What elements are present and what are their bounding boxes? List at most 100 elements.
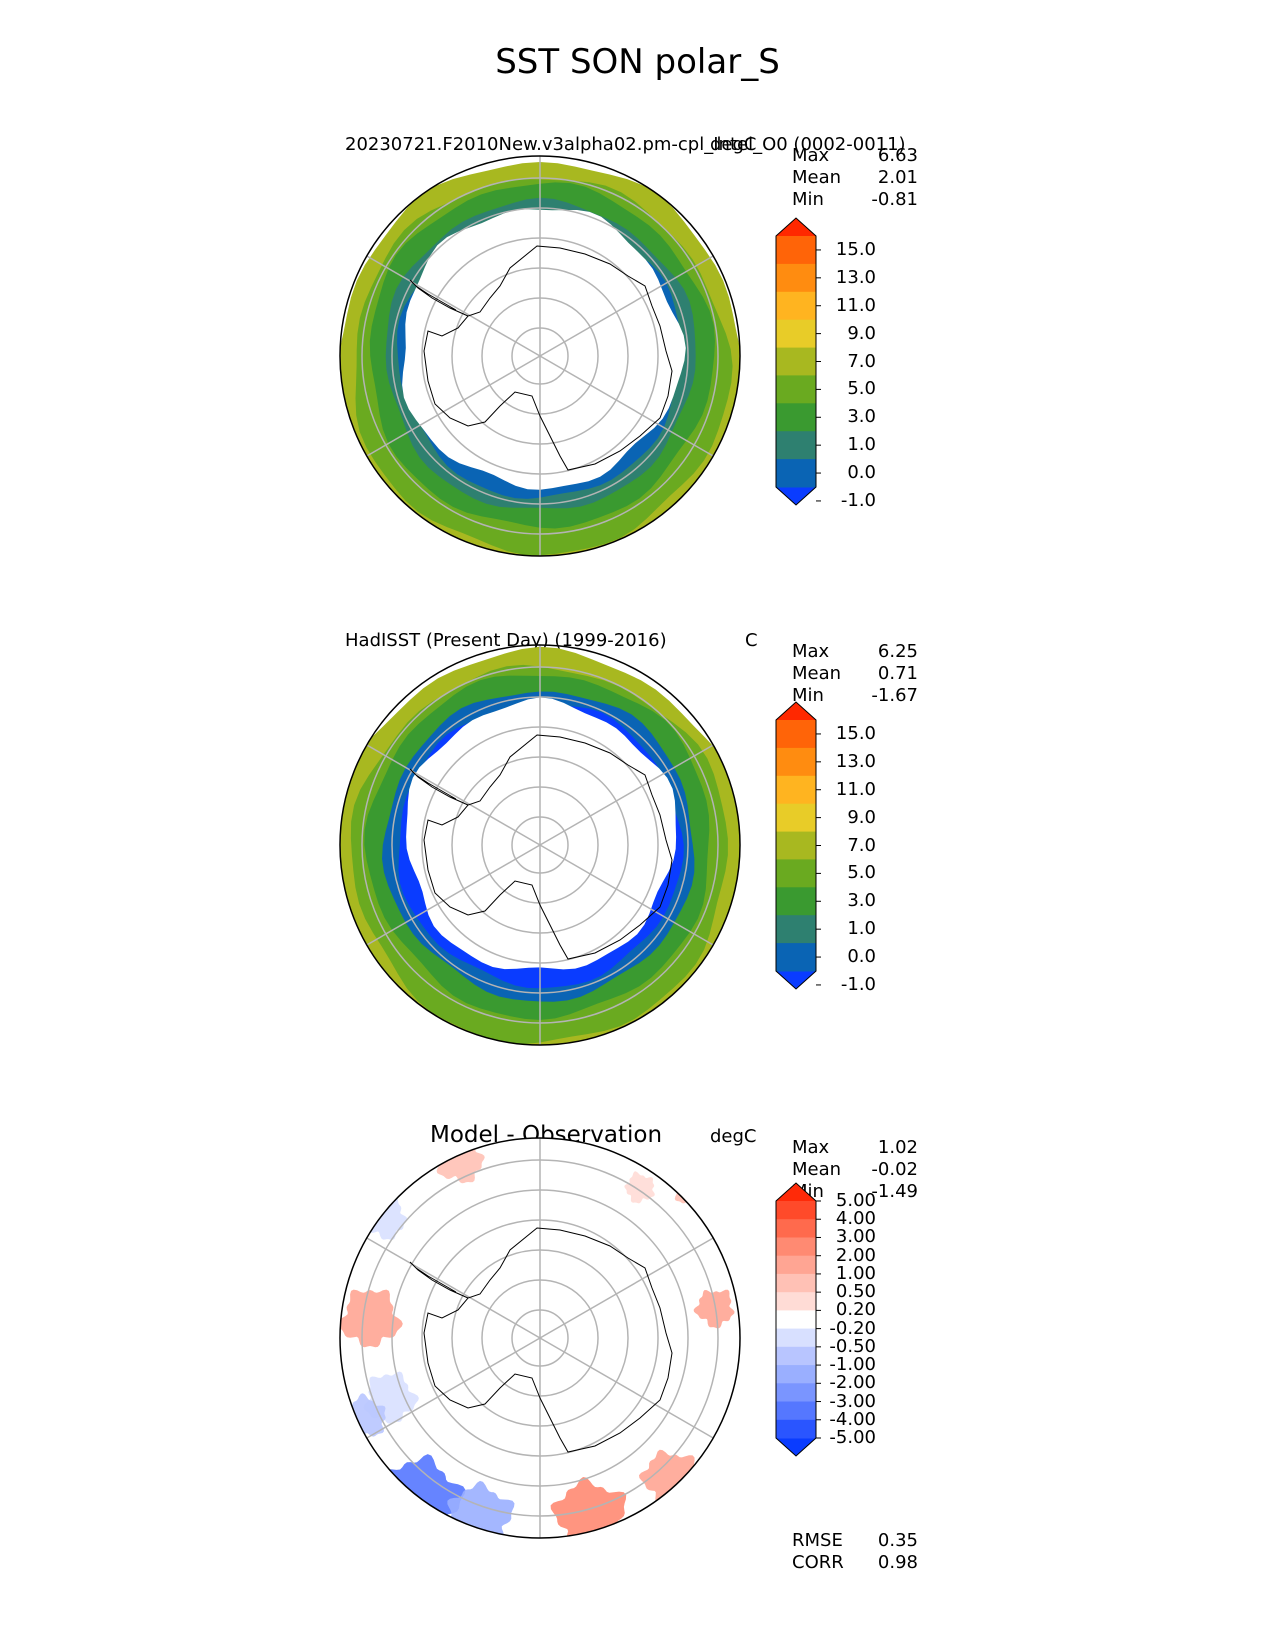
colorbar-tick-label: -0.20: [829, 1317, 876, 1339]
colorbar-segment: [776, 887, 816, 916]
colorbar-tick-label: 0.50: [835, 1281, 876, 1303]
colorbar-tick-label: 1.0: [847, 918, 876, 940]
colorbar-tick-label: -5.00: [829, 1427, 876, 1448]
colorbar-tick-label: 5.0: [847, 862, 876, 884]
meridian-line: [366, 1337, 541, 1439]
colorbar-tick-label: 0.20: [835, 1299, 876, 1321]
colorbar-segment: [776, 319, 816, 349]
panel-model-stats: Max 6.63 Mean 2.01 Min -0.81: [792, 145, 918, 211]
antarctic-coastline: [423, 1227, 673, 1453]
meridian-line: [539, 844, 714, 946]
metric-rmse: RMSE 0.35: [792, 1530, 918, 1551]
antarctic-coastline: [423, 734, 673, 960]
diff-patch-6: [693, 1289, 735, 1329]
colorbar-segment: [776, 859, 816, 888]
colorbar-tick-label: -0.50: [829, 1335, 876, 1357]
map-border: [339, 155, 741, 557]
stat-mean: Mean -0.02: [792, 1159, 918, 1180]
stat-mean: Mean 0.71: [792, 663, 918, 684]
stat-min: Min -1.67: [792, 685, 918, 706]
meridian-line: [366, 744, 541, 846]
graticule: [361, 1138, 719, 1538]
colorbar-segment: [776, 720, 816, 749]
colorbar-extend-top: [776, 702, 816, 720]
stat-max: Max 1.02: [792, 1137, 918, 1158]
colorbar-segment: [776, 1219, 816, 1238]
meridian-line: [539, 744, 714, 846]
colorbar-tick-label: 3.00: [835, 1226, 876, 1248]
colorbar-segment: [776, 1273, 816, 1293]
stat-max: Max 6.63: [792, 145, 918, 166]
colorbar-tick-label: 7.0: [847, 350, 876, 372]
colorbar-segment: [776, 915, 816, 944]
ice-mask: [402, 209, 686, 490]
colorbar-obs: [775, 701, 821, 990]
colorbar-segment: [776, 1310, 816, 1330]
colorbar-segment: [776, 1201, 816, 1220]
map-border: [339, 644, 741, 1046]
colorbar-segment: [776, 747, 816, 777]
colorbar-tick-label: 5.0: [847, 378, 876, 400]
colorbar-segment: [776, 1365, 816, 1384]
colorbar-extend-bottom: [776, 1438, 816, 1456]
peninsula-coastline: [409, 768, 469, 806]
colorbar-tick-label: 15.0: [835, 238, 876, 260]
colorbar-segment: [776, 431, 816, 460]
colorbar-segment: [776, 1255, 816, 1275]
figure-title: SST SON polar_S: [495, 42, 780, 82]
panel-obs-stats: Max 6.25 Mean 0.71 Min -1.67: [792, 641, 918, 707]
graticule: [361, 645, 719, 1045]
colorbar-extend-bottom: [776, 971, 816, 989]
metric-corr: CORR 0.98: [792, 1552, 918, 1573]
colorbar-tick-label: 1.00: [835, 1262, 876, 1284]
colorbar-segment: [776, 803, 816, 833]
colorbar-segment: [776, 236, 816, 265]
colorbar-segment: [776, 775, 816, 805]
colorbar-model: [775, 217, 821, 506]
peninsula-coastline: [409, 1261, 469, 1299]
colorbar-segment: [776, 1328, 816, 1348]
graticule: [361, 156, 719, 556]
peninsula-coastline: [409, 279, 469, 317]
colorbar-tick-label: 13.0: [835, 266, 876, 288]
colorbar-tick-label: -1.0: [840, 973, 876, 995]
meridian-line: [539, 1337, 714, 1439]
diff-patch-9: [673, 1168, 708, 1205]
ice-mask: [406, 697, 677, 970]
colorbar-tick-label: 9.0: [847, 806, 876, 828]
colorbar-tick-label: 0.0: [847, 946, 876, 968]
meridian-line: [366, 1237, 541, 1339]
colorbar-tick-label: 1.0: [847, 434, 876, 456]
colorbar-tick-label: 3.0: [847, 406, 876, 428]
colorbar-segment: [776, 263, 816, 293]
panel-model-title: 20230721.F2010New.v3alpha02.pm-cpl_Intel…: [345, 134, 906, 155]
colorbar-tick-label: 15.0: [835, 722, 876, 744]
map-field-obs: [340, 646, 740, 1045]
colorbar-segment: [776, 1419, 816, 1439]
panel-diff-stats: Max 1.02 Mean -0.02 Min -1.49: [792, 1137, 918, 1203]
colorbar-diff: [775, 1182, 821, 1457]
colorbar-tick-label: 13.0: [835, 750, 876, 772]
colorbar-tick-label: 3.0: [847, 890, 876, 912]
colorbar-extend-bottom: [776, 487, 816, 505]
meridian-line: [539, 255, 714, 357]
colorbar-tick-label: -1.00: [829, 1354, 876, 1376]
colorbar-tick-label: 2.00: [835, 1244, 876, 1266]
stat-min: Min -0.81: [792, 189, 918, 210]
colorbar-segment: [776, 291, 816, 321]
colorbar-tick-label: 5.00: [835, 1190, 876, 1211]
colorbar-tick-label: -3.00: [829, 1390, 876, 1412]
colorbar-tick-label: 11.0: [835, 294, 876, 316]
colorbar-outline: [775, 217, 817, 506]
colorbar-segment: [776, 403, 816, 432]
colorbar-segment: [776, 831, 816, 860]
colorbar-extend-top: [776, 218, 816, 236]
panel-obs-title: HadISST (Present Day) (1999-2016): [345, 630, 667, 651]
diff-patch-0: [340, 1289, 403, 1348]
colorbar-segment: [776, 459, 816, 488]
colorbar-tick-label: -1.0: [840, 489, 876, 511]
colorbar-segment: [776, 1401, 816, 1421]
panel-obs-units: C: [745, 630, 758, 651]
meridian-line: [539, 355, 714, 457]
